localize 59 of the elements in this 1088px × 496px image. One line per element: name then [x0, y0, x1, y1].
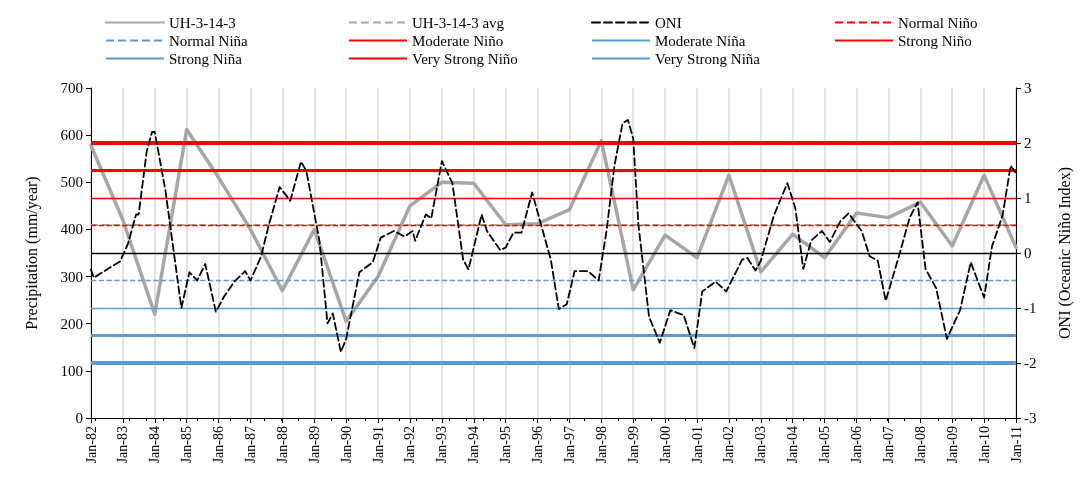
x-tick-label: Jan-95: [498, 426, 514, 464]
y-tick-label: 400: [60, 221, 83, 238]
y-tick-label: 200: [60, 315, 83, 332]
x-tick-label: Jan-04: [785, 426, 801, 464]
x-tick-label: Jan-91: [370, 426, 386, 464]
x-tick-label: Jan-86: [211, 426, 227, 464]
legend-label: Moderate Niña: [655, 32, 746, 49]
x-tick-label: Jan-10: [976, 426, 992, 464]
x-tick-label: Jan-01: [689, 426, 705, 464]
x-tick-label: Jan-07: [880, 426, 896, 464]
y-tick-label: 300: [60, 268, 83, 285]
x-tick-label: Jan-88: [274, 426, 290, 464]
x-tick-label: Jan-00: [657, 426, 673, 464]
x-tick-label: Jan-89: [306, 426, 322, 464]
legend-label: Moderate Niño: [412, 32, 504, 49]
x-tick-label: Jan-03: [753, 426, 769, 464]
legend-label: UH-3-14-3 avg: [412, 14, 505, 31]
x-tick-label: Jan-97: [561, 426, 577, 464]
y2-axis-title: ONI (Oceanic Niño Index): [1055, 167, 1074, 339]
y2-tick-label: 3: [1024, 80, 1032, 96]
y2-tick-label: 0: [1024, 245, 1032, 261]
legend-label: UH-3-14-3: [169, 14, 236, 31]
y-tick-label: 700: [60, 80, 83, 96]
x-tick-label: Jan-83: [115, 426, 131, 464]
y2-tick-label: -3: [1024, 410, 1037, 426]
x-tick-label: Jan-82: [83, 426, 99, 464]
y-tick-label: 100: [60, 362, 83, 379]
y2-tick-label: 1: [1024, 190, 1032, 206]
legend-label: Strong Niño: [898, 32, 972, 49]
y-axis-title: Precipitation (mm/year): [22, 176, 41, 330]
legend-label: Strong Niña: [169, 50, 243, 67]
x-tick-label: Jan-85: [179, 426, 195, 464]
y-tick-label: 600: [60, 127, 83, 144]
x-tick-label: Jan-93: [434, 426, 450, 464]
y2-tick-label: -1: [1024, 300, 1037, 316]
legend-label: ONI: [655, 14, 682, 31]
x-tick-label: Jan-84: [147, 426, 163, 464]
line-series: [89, 127, 1018, 324]
y2-tick-label: 2: [1024, 135, 1032, 151]
x-tick-label: Jan-96: [530, 426, 546, 464]
x-tick-label: Jan-11: [1008, 426, 1024, 463]
legend-label: Very Strong Niño: [412, 50, 518, 67]
x-tick-label: Jan-92: [402, 426, 418, 464]
legend-label: Very Strong Niña: [655, 50, 761, 67]
y2-tick-label: -2: [1024, 355, 1037, 371]
x-tick-label: Jan-08: [912, 426, 928, 464]
x-tick-label: Jan-99: [625, 426, 641, 464]
x-tick-label: Jan-02: [721, 426, 737, 464]
legend-label: Normal Niña: [169, 32, 249, 49]
x-tick-label: Jan-06: [849, 426, 865, 464]
x-tick-label: Jan-94: [466, 426, 482, 464]
y-tick-label: 500: [60, 174, 83, 191]
legend-label: Normal Niño: [898, 14, 978, 31]
x-tick-label: Jan-87: [242, 426, 258, 464]
x-tick-label: Jan-98: [593, 426, 609, 464]
x-tick-label: Jan-90: [338, 426, 354, 464]
x-tick-label: Jan-05: [817, 426, 833, 464]
y-tick-label: 0: [75, 410, 83, 426]
x-tick-label: Jan-09: [944, 426, 960, 464]
